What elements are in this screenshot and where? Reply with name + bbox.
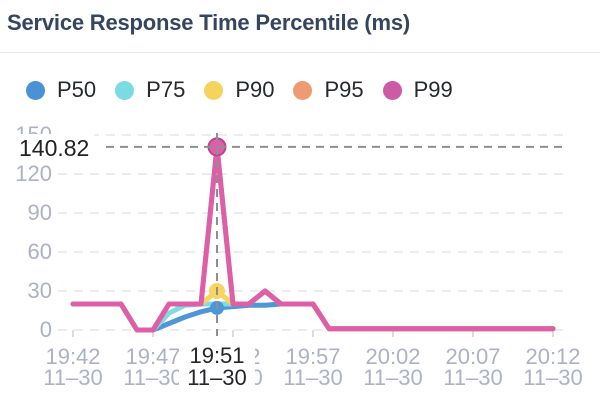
chart-legend: P50 P75 P90 P95 P99	[26, 76, 472, 104]
legend-item-p99[interactable]: P99	[382, 76, 453, 104]
series-line-p99	[70, 144, 556, 333]
legend-dot-p99	[382, 80, 402, 100]
x-axis-tick-label: 20:07 11–30	[431, 344, 515, 390]
x-tick-time: 20:02	[365, 344, 421, 369]
y-axis-tick-label: 60	[27, 239, 52, 264]
legend-label: P75	[146, 77, 186, 102]
x-axis-tick-label: 19:42 11–30	[31, 344, 115, 390]
legend-dot-p75	[115, 80, 135, 100]
x-tick-date: 11–30	[363, 365, 423, 390]
y-axis-tick-label: 30	[27, 278, 52, 303]
x-axis-tick-label: 20:12 11–30	[511, 344, 595, 390]
legend-item-p95[interactable]: P95	[293, 76, 364, 104]
legend-dot-p95	[293, 80, 313, 100]
legend-item-p50[interactable]: P50	[26, 76, 96, 104]
crosshair-value-label: 140.82	[14, 134, 95, 163]
x-axis-tick-label: 19:47 11–30	[111, 344, 195, 390]
x-tick-date: 11–30	[123, 365, 183, 390]
series-line-p75	[70, 288, 556, 333]
x-axis-tick-label: 19:57 11–30	[271, 344, 355, 390]
x-axis-tick-label: 20:02 11–30	[351, 344, 435, 390]
marker-p99	[207, 137, 227, 157]
crosshair-date: 11–30	[187, 365, 247, 390]
legend-dot-p50	[26, 80, 45, 100]
legend-label: P90	[235, 77, 275, 102]
x-tick-date: 11–30	[443, 365, 503, 390]
page-title: Service Response Time Percentile (ms)	[7, 10, 411, 35]
y-axis-tick-label: 0	[39, 317, 52, 342]
y-axis-tick-label: 90	[27, 200, 52, 225]
x-tick-date: 11–30	[283, 365, 343, 390]
legend-label: P50	[57, 77, 97, 102]
legend-label: P99	[413, 77, 453, 102]
x-tick-time: 20:07	[445, 344, 501, 369]
legend-dot-p90	[204, 80, 224, 100]
legend-item-p75[interactable]: P75	[115, 76, 185, 104]
x-tick-time: 19:57	[285, 344, 341, 369]
x-tick-time: 19:42	[45, 344, 101, 369]
crosshair-time: 19:51	[189, 343, 245, 368]
marker-p90	[209, 283, 225, 299]
crosshair-time-label: 19:51 11–30	[179, 345, 255, 389]
legend-label: P95	[324, 77, 364, 102]
x-tick-date: 11–30	[523, 365, 583, 390]
y-axis-tick-label: 120	[15, 161, 52, 186]
legend-item-p90[interactable]: P90	[204, 76, 274, 104]
series-line-p90	[70, 288, 556, 333]
x-tick-time: 20:12	[525, 344, 581, 369]
divider	[0, 52, 600, 53]
marker-p50	[210, 300, 224, 315]
x-tick-date: 11–30	[43, 365, 103, 390]
series-line-p50	[70, 301, 556, 333]
series-line-p95	[70, 144, 556, 333]
x-tick-time: 19:47	[125, 344, 181, 369]
